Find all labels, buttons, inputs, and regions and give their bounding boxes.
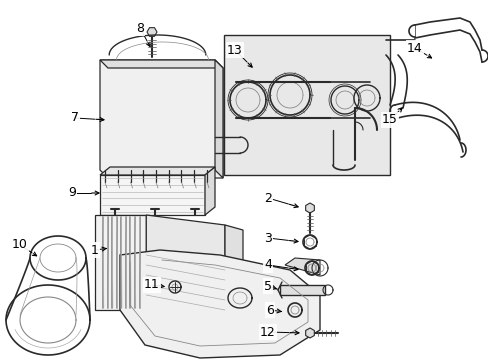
Polygon shape xyxy=(224,225,243,305)
Text: 14: 14 xyxy=(407,41,422,54)
Text: 13: 13 xyxy=(226,44,243,57)
Polygon shape xyxy=(120,250,319,358)
Bar xyxy=(224,35,389,175)
Polygon shape xyxy=(100,167,215,175)
Text: 10: 10 xyxy=(12,239,28,252)
Polygon shape xyxy=(204,167,215,215)
Text: 6: 6 xyxy=(265,303,273,316)
Text: 4: 4 xyxy=(264,258,271,271)
Text: 7: 7 xyxy=(71,112,79,125)
Text: 2: 2 xyxy=(264,192,271,204)
Polygon shape xyxy=(95,215,146,310)
Text: 1: 1 xyxy=(91,243,99,256)
Polygon shape xyxy=(305,203,314,213)
Polygon shape xyxy=(146,215,224,310)
Text: 5: 5 xyxy=(264,279,271,292)
Polygon shape xyxy=(100,60,223,68)
Polygon shape xyxy=(100,175,204,215)
Polygon shape xyxy=(285,258,319,275)
Polygon shape xyxy=(305,328,314,338)
Text: 3: 3 xyxy=(264,231,271,244)
Polygon shape xyxy=(147,28,157,36)
Text: 15: 15 xyxy=(381,113,397,126)
Text: 12: 12 xyxy=(260,325,275,338)
Text: 8: 8 xyxy=(136,22,143,35)
Text: 11: 11 xyxy=(144,279,160,292)
Text: 9: 9 xyxy=(68,186,76,199)
Polygon shape xyxy=(100,60,223,178)
Polygon shape xyxy=(280,285,325,295)
Polygon shape xyxy=(215,60,223,178)
